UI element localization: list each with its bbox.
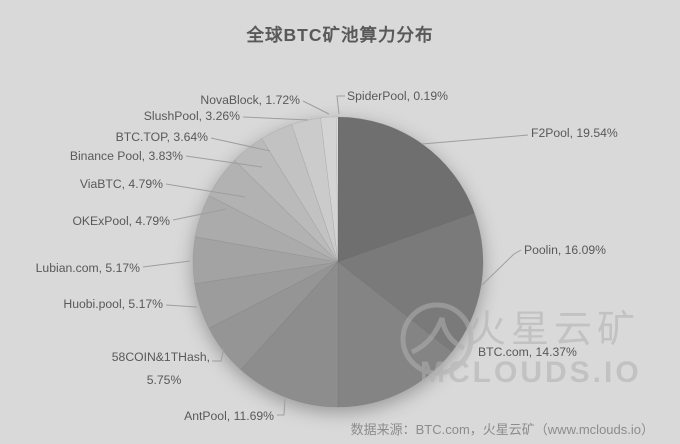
- slice-label: Poolin, 16.09%: [524, 243, 606, 257]
- label-leader-line: [165, 304, 198, 308]
- slice-label: SpiderPool, 0.19%: [347, 89, 448, 103]
- slice-label: OKExPool, 4.79%: [72, 214, 170, 228]
- slice-label: Lubian.com, 5.17%: [36, 261, 141, 275]
- slice-label: F2Pool, 19.54%: [531, 126, 618, 140]
- slice-label: SlushPool, 3.26%: [144, 109, 240, 123]
- label-leader-line: [421, 134, 529, 145]
- pie-slice-viabtc[interactable]: [208, 159, 339, 263]
- label-leader-line: [242, 116, 309, 121]
- label-leader-line: [212, 347, 225, 362]
- pie-slice-okexpool[interactable]: [194, 195, 339, 263]
- slice-label: NovaBlock, 1.72%: [200, 93, 300, 107]
- pie-slice-f2pool[interactable]: [337, 116, 475, 263]
- pie-slice-slushpool[interactable]: [291, 117, 339, 263]
- slice-label: 58COIN&1THash,: [112, 350, 210, 364]
- pie-slice-spiderpool[interactable]: [335, 116, 339, 263]
- label-leader-line: [142, 260, 191, 268]
- label-leader-line: [336, 95, 345, 115]
- label-leader-line: [165, 183, 246, 198]
- slice-label: ViaBTC, 4.79%: [80, 177, 163, 191]
- label-leader-line: [172, 208, 227, 221]
- pie-slice-lubian-com[interactable]: [192, 236, 339, 285]
- slice-label: BTC.com, 14.37%: [478, 345, 577, 359]
- slice-label: AntPool, 11.69%: [184, 409, 274, 423]
- slice-label: BTC.TOP, 3.64%: [116, 130, 209, 144]
- slice-label: Binance Pool, 3.83%: [70, 149, 183, 163]
- label-leader-line: [277, 398, 286, 416]
- pie-slice-btc-top[interactable]: [261, 124, 339, 263]
- pie-slice-novablock[interactable]: [320, 116, 339, 263]
- pie-slice-huobi-pool[interactable]: [194, 261, 339, 329]
- slice-label-line2: 5.75%: [147, 373, 182, 387]
- page-title: 全球BTC矿池算力分布: [246, 25, 434, 45]
- pie-slice-antpool[interactable]: [240, 261, 339, 408]
- label-leader-line: [481, 249, 522, 286]
- slice-label: Huobi.pool, 5.17%: [63, 297, 163, 311]
- label-leader-line: [185, 155, 263, 168]
- data-source-note: 数据来源：BTC.com，火星云矿（www.mclouds.io）: [350, 422, 654, 437]
- label-leader-line: [210, 137, 271, 152]
- pie-slice-binance-pool[interactable]: [234, 138, 339, 263]
- label-leader-line: [302, 100, 330, 115]
